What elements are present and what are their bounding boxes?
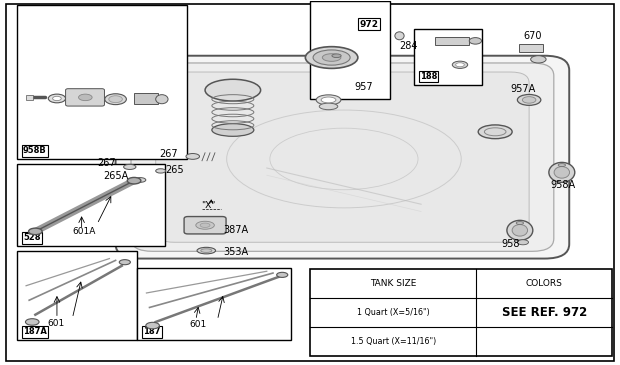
Bar [414,28,482,85]
Text: 958B: 958B [23,146,46,155]
Ellipse shape [313,50,350,65]
Text: 284: 284 [399,41,418,51]
Ellipse shape [48,94,66,103]
Ellipse shape [554,166,570,178]
FancyBboxPatch shape [115,56,569,258]
FancyBboxPatch shape [131,63,554,251]
Text: 188: 188 [420,72,437,81]
Ellipse shape [196,221,215,229]
Text: eReplacementParts.com: eReplacementParts.com [225,187,395,200]
Bar [310,269,613,356]
Bar [518,44,543,52]
Bar [310,1,390,99]
Text: 601A: 601A [73,227,95,236]
Text: "X": "X" [201,201,215,210]
Text: 1 Quart (X=5/16"): 1 Quart (X=5/16") [356,308,430,317]
Ellipse shape [332,54,341,58]
Ellipse shape [53,96,61,101]
Ellipse shape [156,169,166,173]
Bar [134,93,157,104]
Ellipse shape [395,32,404,40]
Text: 957A: 957A [511,84,536,94]
Text: 265: 265 [165,165,184,176]
Ellipse shape [200,223,210,227]
FancyBboxPatch shape [66,89,104,106]
Text: SEE REF. 972: SEE REF. 972 [502,306,587,319]
Ellipse shape [29,228,42,235]
Text: 528: 528 [23,233,40,242]
Text: 601: 601 [48,319,65,328]
Ellipse shape [516,222,523,224]
Text: 267: 267 [159,149,177,159]
Ellipse shape [79,94,92,101]
Ellipse shape [478,125,512,139]
Ellipse shape [135,178,146,182]
Ellipse shape [306,47,358,68]
Ellipse shape [197,247,216,254]
Ellipse shape [277,272,288,277]
Ellipse shape [146,322,159,329]
Text: 187: 187 [143,327,161,337]
Ellipse shape [205,79,260,101]
Text: 387A: 387A [224,225,249,235]
Text: 958A: 958A [551,180,576,190]
Bar [17,251,137,340]
Ellipse shape [452,61,467,68]
Ellipse shape [319,103,338,110]
Ellipse shape [108,96,122,103]
Bar [435,37,469,45]
Ellipse shape [316,95,341,105]
Ellipse shape [123,164,136,169]
Text: 1.5 Quart (X=11/16"): 1.5 Quart (X=11/16") [350,337,436,346]
Ellipse shape [105,94,126,105]
Ellipse shape [119,260,130,265]
Text: 670: 670 [523,31,541,41]
Text: TANK SIZE: TANK SIZE [370,279,417,288]
Ellipse shape [558,164,565,166]
Ellipse shape [531,56,546,63]
Ellipse shape [522,97,536,103]
Ellipse shape [517,95,541,105]
Ellipse shape [321,97,336,103]
Ellipse shape [212,124,254,136]
Ellipse shape [156,95,168,104]
Ellipse shape [469,38,482,44]
Ellipse shape [127,177,141,184]
Text: 353A: 353A [224,247,249,257]
Bar [137,268,291,340]
Text: 972: 972 [360,20,378,28]
Ellipse shape [201,249,212,253]
Text: 187A: 187A [23,327,47,337]
FancyBboxPatch shape [156,72,529,242]
Text: 265A: 265A [104,171,128,181]
Bar [17,164,165,246]
Ellipse shape [507,220,533,240]
Ellipse shape [186,154,200,159]
Text: 267: 267 [97,158,116,168]
Text: 957: 957 [355,82,373,92]
Ellipse shape [322,54,341,61]
Text: 958: 958 [502,239,520,249]
Text: COLORS: COLORS [526,279,563,288]
Ellipse shape [456,63,464,67]
Text: 601: 601 [190,320,207,329]
Ellipse shape [549,162,575,182]
Ellipse shape [25,319,39,325]
Bar [17,5,187,159]
FancyBboxPatch shape [184,216,226,234]
Bar [26,95,33,100]
Ellipse shape [517,240,528,245]
Ellipse shape [512,224,528,236]
